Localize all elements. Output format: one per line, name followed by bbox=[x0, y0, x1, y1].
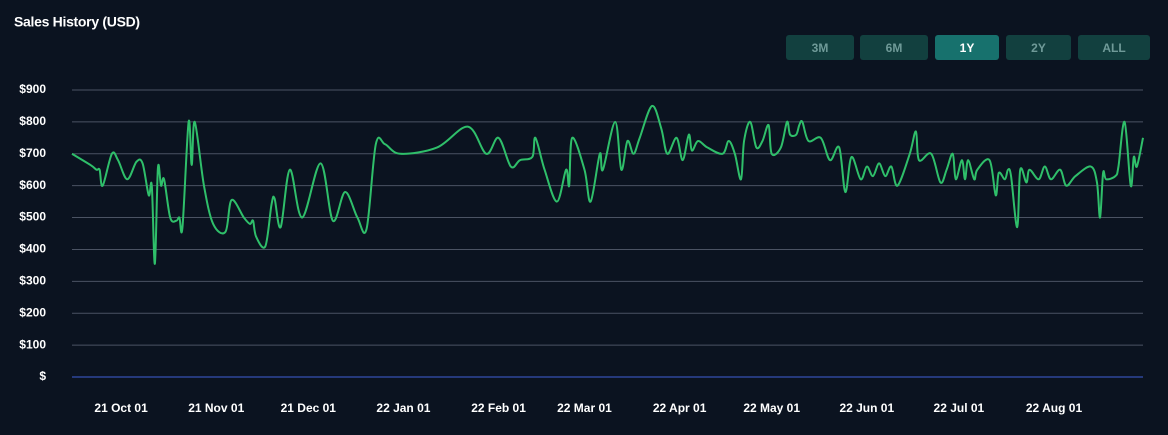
range-button[interactable]: ALL bbox=[1078, 35, 1150, 60]
y-tick-label: $300 bbox=[19, 274, 46, 288]
chart-title: Sales History (USD) bbox=[14, 14, 140, 30]
y-tick-label: $500 bbox=[19, 210, 46, 224]
y-tick-label: $700 bbox=[19, 146, 46, 160]
x-tick-label: 22 May 01 bbox=[743, 401, 800, 415]
sales-line bbox=[71, 104, 1144, 265]
x-tick-label: 21 Dec 01 bbox=[281, 401, 337, 415]
range-button[interactable]: 6M bbox=[860, 35, 928, 60]
range-button[interactable]: 1Y bbox=[935, 35, 999, 60]
x-tick-label: 22 Apr 01 bbox=[653, 401, 707, 415]
x-tick-label: 22 Jun 01 bbox=[839, 401, 894, 415]
x-tick-label: 22 Jul 01 bbox=[934, 401, 985, 415]
x-tick-label: 22 Feb 01 bbox=[471, 401, 526, 415]
range-button[interactable]: 2Y bbox=[1006, 35, 1071, 60]
x-tick-label: 21 Oct 01 bbox=[94, 401, 148, 415]
y-tick-label: $400 bbox=[19, 242, 46, 256]
x-tick-label: 22 Mar 01 bbox=[557, 401, 612, 415]
y-tick-label: $900 bbox=[19, 82, 46, 96]
range-button[interactable]: 3M bbox=[786, 35, 854, 60]
y-tick-label: $200 bbox=[19, 305, 46, 319]
y-tick-label: $600 bbox=[19, 178, 46, 192]
y-tick-label: $800 bbox=[19, 114, 46, 128]
x-tick-label: 21 Nov 01 bbox=[188, 401, 244, 415]
x-tick-label: 22 Jan 01 bbox=[376, 401, 430, 415]
y-tick-label: $ bbox=[39, 369, 46, 383]
x-tick-label: 22 Aug 01 bbox=[1026, 401, 1083, 415]
y-tick-label: $100 bbox=[19, 337, 46, 351]
